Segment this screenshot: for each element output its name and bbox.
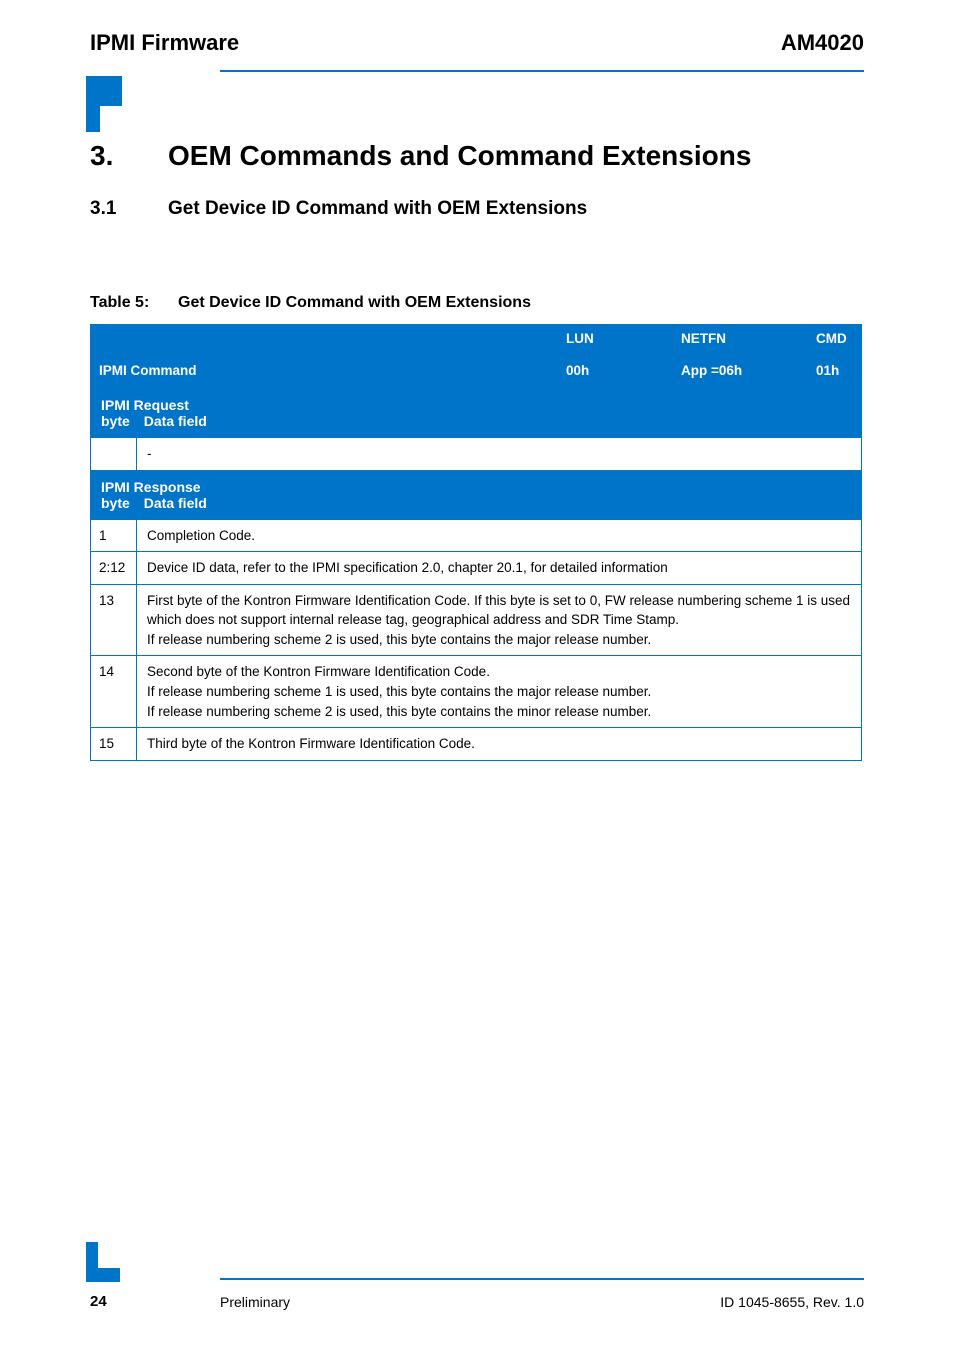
resp-byte-3: 13 [91, 584, 137, 656]
th-lun-val: 00h [558, 357, 673, 389]
corner-ornament-top [90, 78, 864, 128]
footer-note: Preliminary [220, 1294, 290, 1310]
resp-data-3: First byte of the Kontron Firmware Ident… [137, 584, 862, 656]
th-lun: LUN [558, 325, 673, 357]
band-response: IPMI Response byte Data field [91, 470, 862, 519]
corner-ornament-bottom [86, 1242, 122, 1282]
resp-data-4: Second byte of the Kontron Firmware Iden… [137, 656, 862, 728]
section-number: 3. [90, 140, 168, 172]
resp-byte-4: 14 [91, 656, 137, 728]
resp-byte-1: 1 [91, 519, 137, 552]
footer-rule [220, 1278, 864, 1280]
table-caption-text: Get Device ID Command with OEM Extension… [178, 294, 531, 312]
th-cmd: CMD [808, 325, 862, 357]
command-table: LUN NETFN CMD IPMI Command 00h App =06h … [90, 324, 862, 761]
resp-byte-5: 15 [91, 728, 137, 761]
resp-byte-2: 2:12 [91, 552, 137, 585]
table-caption-label: Table 5: [90, 294, 178, 312]
req-byte [91, 438, 137, 471]
resp-data-1: Completion Code. [137, 519, 862, 552]
th-ipmi-command: IPMI Command [91, 357, 558, 389]
header-right: AM4020 [781, 30, 864, 56]
header-rule [90, 70, 864, 72]
page-number: 24 [90, 1293, 107, 1310]
th-blank [91, 325, 558, 357]
footer-doc-id: ID 1045-8655, Rev. 1.0 [720, 1294, 864, 1310]
resp-data-2: Device ID data, refer to the IPMI specif… [137, 552, 862, 585]
subsection-number: 3.1 [90, 198, 168, 220]
header-left: IPMI Firmware [90, 30, 239, 56]
subsection-title: Get Device ID Command with OEM Extension… [168, 198, 587, 220]
th-netfn: NETFN [673, 325, 808, 357]
req-data: - [137, 438, 862, 471]
band-request: IPMI Request byte Data field [91, 389, 862, 438]
resp-data-5: Third byte of the Kontron Firmware Ident… [137, 728, 862, 761]
section-title: OEM Commands and Command Extensions [168, 140, 751, 172]
th-netfn-val: App =06h [673, 357, 808, 389]
th-cmd-val: 01h [808, 357, 862, 389]
